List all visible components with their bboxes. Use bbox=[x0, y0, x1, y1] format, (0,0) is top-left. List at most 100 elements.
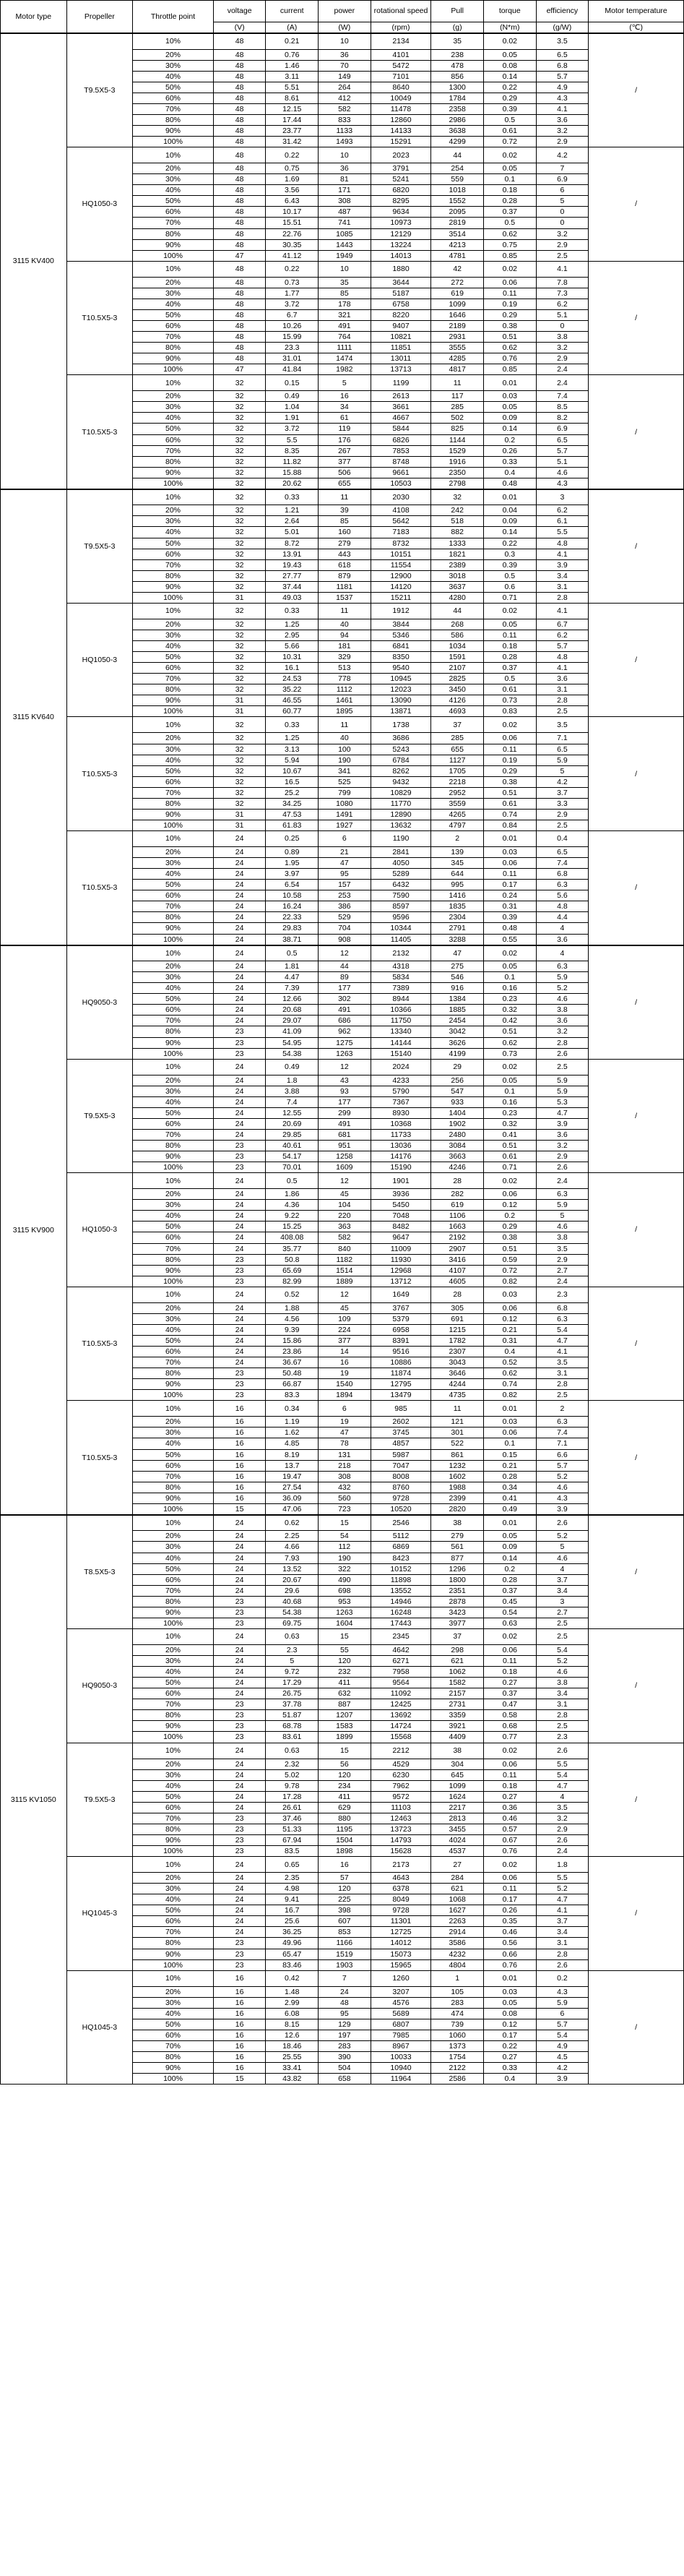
cell-current: 15.86 bbox=[265, 1334, 319, 1347]
cell-rpm: 9596 bbox=[370, 911, 432, 924]
cell-power: 112 bbox=[318, 1541, 371, 1553]
cell-rpm: 8597 bbox=[370, 901, 432, 913]
cell-voltage: 24 bbox=[212, 1769, 267, 1781]
cell-power: 632 bbox=[318, 1688, 371, 1700]
cell-power: 1540 bbox=[318, 1378, 371, 1391]
cell-rpm: 1880 bbox=[370, 260, 432, 278]
cell-rpm: 10033 bbox=[370, 2051, 432, 2064]
cell-torque: 0.06 bbox=[482, 1644, 537, 1657]
cell-throttle: 80% bbox=[132, 228, 214, 240]
cell-pull: 1 bbox=[430, 1970, 484, 1987]
cell-pull: 2731 bbox=[430, 1699, 484, 1711]
cell-throttle: 60% bbox=[132, 890, 214, 902]
cell-torque: 0.11 bbox=[482, 287, 537, 299]
cell-throttle: 20% bbox=[132, 1985, 214, 1998]
cell-torque: 0.22 bbox=[482, 537, 537, 549]
cell-torque: 0.2 bbox=[482, 434, 537, 446]
cell-current: 68.78 bbox=[265, 1720, 319, 1733]
cell-efficiency: 4.5 bbox=[535, 2051, 589, 2064]
cell-efficiency: 4.7 bbox=[535, 1107, 589, 1119]
cell-rpm: 2132 bbox=[370, 944, 432, 962]
cell-pull: 37 bbox=[430, 1628, 484, 1645]
cell-efficiency: 3.2 bbox=[535, 1026, 589, 1038]
cell-torque: 0.02 bbox=[482, 260, 537, 278]
cell-rpm: 11874 bbox=[370, 1368, 432, 1380]
cell-efficiency: 5.4 bbox=[535, 1644, 589, 1657]
cell-current: 19.47 bbox=[265, 1470, 319, 1482]
col-unit-power: (W) bbox=[318, 22, 371, 34]
cell-pull: 2389 bbox=[430, 559, 484, 571]
cell-throttle: 80% bbox=[132, 1139, 214, 1152]
cell-voltage: 48 bbox=[212, 342, 267, 354]
table-row: 30% 24 5.02 120 6230 645 0.11 5.4 bbox=[1, 1769, 684, 1781]
cell-pull: 3423 bbox=[430, 1606, 484, 1618]
col-header-throttle-point: Throttle point bbox=[132, 0, 214, 34]
cell-throttle: 10% bbox=[132, 1400, 214, 1417]
cell-current: 54.95 bbox=[265, 1036, 319, 1049]
cell-efficiency: 3.8 bbox=[535, 1004, 589, 1016]
cell-rpm: 2602 bbox=[370, 1416, 432, 1428]
cell-power: 879 bbox=[318, 570, 371, 582]
cell-pull: 3288 bbox=[430, 933, 484, 946]
cell-voltage: 24 bbox=[212, 868, 267, 880]
cell-voltage: 16 bbox=[212, 1996, 267, 2009]
cell-pull: 1144 bbox=[430, 434, 484, 446]
cell-pull: 1384 bbox=[430, 993, 484, 1005]
cell-throttle: 80% bbox=[132, 797, 214, 810]
cell-current: 20.67 bbox=[265, 1573, 319, 1586]
cell-voltage: 48 bbox=[212, 330, 267, 343]
cell-efficiency: 3.9 bbox=[535, 559, 589, 571]
cell-throttle: 20% bbox=[132, 1302, 214, 1314]
cell-pull: 2820 bbox=[430, 1503, 484, 1516]
cell-pull: 2217 bbox=[430, 1801, 484, 1813]
table-row: 90% 48 23.77 1133 14133 3638 0.61 3.2 bbox=[1, 124, 684, 137]
cell-power: 93 bbox=[318, 1085, 371, 1097]
cell-current: 9.72 bbox=[265, 1666, 319, 1678]
cell-voltage: 23 bbox=[212, 1047, 267, 1060]
cell-power: 887 bbox=[318, 1699, 371, 1711]
cell-rpm: 13224 bbox=[370, 239, 432, 251]
cell-efficiency: 3 bbox=[535, 1595, 589, 1607]
cell-voltage: 24 bbox=[212, 1541, 267, 1553]
cell-rpm: 1260 bbox=[370, 1970, 432, 1987]
cell-torque: 0.26 bbox=[482, 445, 537, 457]
cell-rpm: 14012 bbox=[370, 1937, 432, 1949]
cell-pull: 4265 bbox=[430, 808, 484, 820]
table-row: 90% 24 29.83 704 10344 2791 0.48 4 bbox=[1, 922, 684, 935]
cell-torque: 0.45 bbox=[482, 1595, 537, 1607]
cell-pull: 1885 bbox=[430, 1004, 484, 1016]
cell-torque: 0.34 bbox=[482, 1481, 537, 1493]
cell-power: 19 bbox=[318, 1416, 371, 1428]
cell-throttle: 30% bbox=[132, 1427, 214, 1439]
cell-torque: 0.36 bbox=[482, 1801, 537, 1813]
cell-efficiency: 8.2 bbox=[535, 412, 589, 424]
cell-rpm: 12463 bbox=[370, 1812, 432, 1824]
cell-pull: 238 bbox=[430, 48, 484, 61]
cell-propeller: HQ1050-3 bbox=[66, 1172, 134, 1287]
cell-torque: 0.11 bbox=[482, 1654, 537, 1667]
cell-current: 3.97 bbox=[265, 868, 319, 880]
cell-voltage: 32 bbox=[212, 505, 267, 517]
cell-efficiency: 6.6 bbox=[535, 1448, 589, 1461]
cell-pull: 279 bbox=[430, 1530, 484, 1542]
cell-power: 177 bbox=[318, 982, 371, 995]
cell-pull: 995 bbox=[430, 879, 484, 891]
cell-power: 560 bbox=[318, 1492, 371, 1504]
cell-power: 723 bbox=[318, 1503, 371, 1516]
cell-voltage: 48 bbox=[212, 319, 267, 332]
cell-current: 5.01 bbox=[265, 526, 319, 538]
cell-throttle: 20% bbox=[132, 276, 214, 288]
cell-current: 67.94 bbox=[265, 1834, 319, 1847]
cell-current: 8.72 bbox=[265, 537, 319, 549]
cell-efficiency: 7.1 bbox=[535, 1438, 589, 1450]
table-row: 70% 24 36.67 16 10886 3043 0.52 3.5 bbox=[1, 1357, 684, 1369]
cell-current: 41.09 bbox=[265, 1026, 319, 1038]
cell-voltage: 32 bbox=[212, 602, 267, 619]
cell-throttle: 50% bbox=[132, 81, 214, 93]
cell-efficiency: 3 bbox=[535, 488, 589, 506]
cell-throttle: 40% bbox=[132, 1210, 214, 1222]
cell-efficiency: 5.1 bbox=[535, 455, 589, 468]
cell-throttle: 90% bbox=[132, 1492, 214, 1504]
cell-pull: 3637 bbox=[430, 580, 484, 593]
cell-voltage: 24 bbox=[212, 1058, 267, 1076]
